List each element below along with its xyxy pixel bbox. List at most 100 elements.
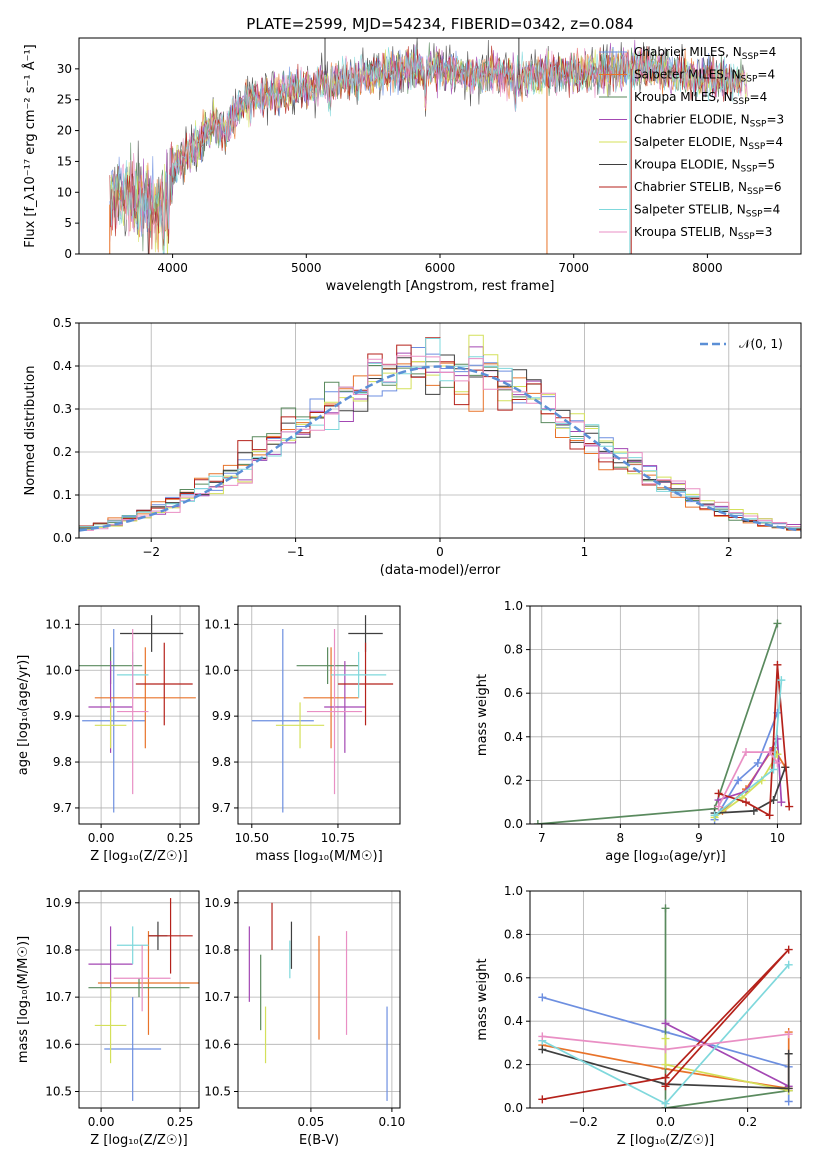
legend-number: =3 xyxy=(766,113,784,127)
weight-line xyxy=(718,736,783,803)
age-weight-ylabel: mass weight xyxy=(475,674,490,756)
z-weight-panel: −0.2 0.0 0.2 0.0 0.2 0.4 0.6 0.8 1.0 Z [log₁₀(Z/Z… xyxy=(475,884,802,1148)
legend-number: =4 xyxy=(757,68,775,82)
weight-line xyxy=(718,664,791,817)
weight-marker xyxy=(765,811,774,820)
y-tick-label: 10.6 xyxy=(45,1037,72,1051)
y-tick-label: 20 xyxy=(57,124,72,138)
weight-marker xyxy=(784,945,793,954)
legend-number: =3 xyxy=(755,225,773,239)
z-age-ylabel: age [log₁₀(age/yr)] xyxy=(16,655,31,776)
weight-marker xyxy=(714,789,723,798)
legend-entry: Salpeter MILES, NSSP=4 xyxy=(634,68,775,85)
ebv-mass-frame xyxy=(237,890,401,1109)
legend-subscript: SSP xyxy=(746,210,763,220)
spectrum-panel: 4000 5000 6000 7000 8000 0 5 10 15 20 25 30 waveleng… xyxy=(22,37,802,294)
y-tick-label: 0.8 xyxy=(504,927,523,941)
weight-marker xyxy=(777,798,786,807)
legend-subscript: SSP xyxy=(741,165,758,175)
y-tick-label: 0.4 xyxy=(504,1014,523,1028)
x-tick-label: 10 xyxy=(770,831,785,845)
weight-marker xyxy=(661,1082,670,1091)
y-tick-label: 9.9 xyxy=(212,709,231,723)
x-tick-label: 10.75 xyxy=(321,831,355,845)
y-tick-label: 30 xyxy=(57,62,72,76)
z-age-xlabel: Z [log₁₀(Z/Z☉)] xyxy=(90,849,187,864)
legend-number: =4 xyxy=(763,203,781,217)
z-age-panel: 0.00 0.25 9.7 9.8 9.9 10.0 10.1 Z [log₁₀(Z/Z☉)]… xyxy=(16,605,200,864)
legend-number: =4 xyxy=(765,135,783,149)
weight-marker xyxy=(773,660,782,669)
weight-line xyxy=(714,753,779,819)
x-tick-label: 0.00 xyxy=(88,1115,115,1129)
z-age-plot-area xyxy=(79,615,196,813)
weight-marker xyxy=(661,1099,670,1108)
y-tick-label: 10.9 xyxy=(45,896,72,910)
ebv-mass-plot-area xyxy=(248,902,388,1101)
y-tick-label: 0.8 xyxy=(504,643,523,657)
y-tick-label: 5 xyxy=(64,216,72,230)
y-tick-label: 0.0 xyxy=(504,817,523,831)
y-tick-label: 10.8 xyxy=(204,943,231,957)
z-weight-plot-area xyxy=(538,904,793,1108)
weight-marker xyxy=(784,1084,793,1093)
y-tick-label: 10.0 xyxy=(45,663,72,677)
spectrum-plot-area xyxy=(109,38,748,254)
weight-line xyxy=(713,712,779,821)
spectrum-legend: Chabrier MILES, NSSP=4 Salpeter MILES, NS… xyxy=(599,45,784,242)
x-tick-label: 0 xyxy=(436,545,444,559)
legend-subscript: SSP xyxy=(742,52,759,62)
residuals-panel: −2 −1 0 1 2 0.0 0.1 0.2 0.3 0.4 0.5 (data-model)/er… xyxy=(23,316,802,578)
weight-marker xyxy=(753,758,762,767)
y-tick-label: 9.7 xyxy=(53,801,72,815)
y-tick-label: 0.3 xyxy=(53,402,72,416)
x-tick-label: −2 xyxy=(142,545,160,559)
y-tick-label: 0.2 xyxy=(504,773,523,787)
y-tick-label: 10.9 xyxy=(204,896,231,910)
legend-subscript: SSP xyxy=(733,97,750,107)
y-tick-label: 9.8 xyxy=(53,755,72,769)
z-mass-panel: 0.00 0.25 10.5 10.6 10.7 10.8 10.9 Z [log₁₀(Z/Z… xyxy=(16,890,200,1148)
y-tick-label: 9.7 xyxy=(212,801,231,815)
legend-entry: Salpeter ELODIE, NSSP=4 xyxy=(634,135,783,152)
z-weight-xlabel: Z [log₁₀(Z/Z☉)] xyxy=(617,1133,714,1148)
figure-title: PLATE=2599, MJD=54234, FIBERID=0342, z=0… xyxy=(246,15,633,33)
weight-line xyxy=(717,751,779,807)
weight-marker xyxy=(749,806,758,815)
weight-line xyxy=(664,908,789,1108)
weight-marker xyxy=(661,1019,670,1028)
x-tick-label: 7 xyxy=(538,831,546,845)
weight-marker xyxy=(538,1095,547,1104)
residuals-ylabel: Normed distribution xyxy=(23,366,38,496)
weight-marker xyxy=(538,1032,547,1041)
gaussian-curve xyxy=(79,365,801,532)
x-tick-label: 0.0 xyxy=(656,1115,675,1129)
x-tick-label: 8000 xyxy=(692,261,723,275)
y-tick-label: 1.0 xyxy=(504,884,523,898)
y-tick-label: 10 xyxy=(57,185,72,199)
y-tick-label: 9.9 xyxy=(53,709,72,723)
x-tick-label: 1 xyxy=(581,545,589,559)
y-tick-label: 10.5 xyxy=(204,1084,231,1098)
gaussian-legend-label: 𝒩(0, 1) xyxy=(739,337,783,351)
y-tick-label: 10.1 xyxy=(204,617,231,631)
x-tick-label: −0.2 xyxy=(569,1115,598,1129)
x-tick-label: 7000 xyxy=(558,261,589,275)
legend-entry: Chabrier STELIB, NSSP=6 xyxy=(634,180,782,197)
weight-marker xyxy=(784,1030,793,1039)
y-tick-label: 10.8 xyxy=(45,943,72,957)
z-mass-xlabel: Z [log₁₀(Z/Z☉)] xyxy=(90,1133,187,1148)
weight-marker xyxy=(742,748,751,757)
y-tick-label: 0.2 xyxy=(53,445,72,459)
z-weight-ylabel: mass weight xyxy=(475,958,490,1040)
legend-entry: Chabrier MILES, NSSP=4 xyxy=(634,45,776,62)
legend-subscript: SSP xyxy=(741,75,758,85)
x-tick-label: 5000 xyxy=(291,261,322,275)
residuals-plot-area xyxy=(79,334,801,532)
weight-marker xyxy=(765,748,774,757)
spectrum-line xyxy=(110,46,740,254)
y-tick-label: 0.0 xyxy=(53,531,72,545)
y-tick-label: 10.7 xyxy=(204,990,231,1004)
weight-marker xyxy=(777,676,786,685)
x-tick-label: 0.25 xyxy=(167,831,194,845)
